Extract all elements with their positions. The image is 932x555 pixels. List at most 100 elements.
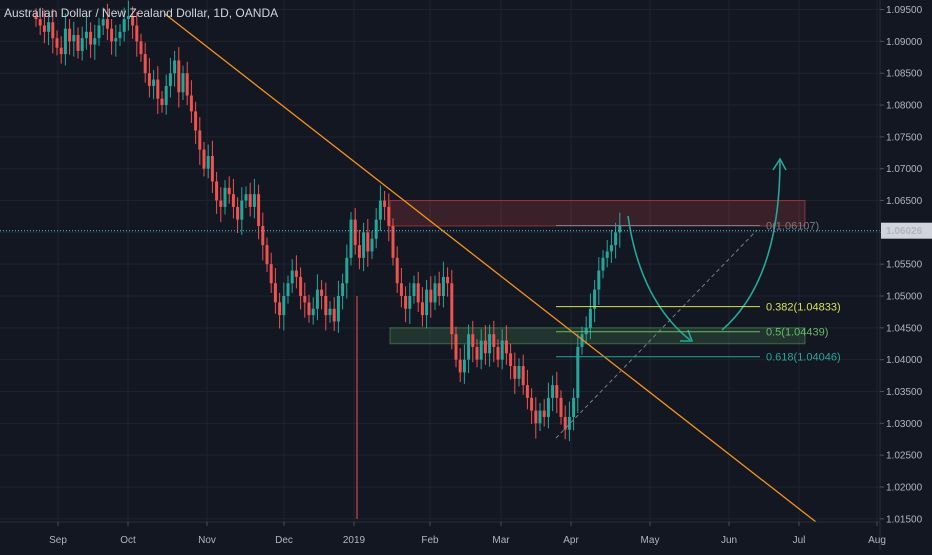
candle-body: [332, 308, 336, 322]
candle-body: [555, 385, 559, 398]
candle-body: [618, 225, 622, 233]
fib-level-label: 0.5(1.04439): [766, 327, 828, 339]
x-tick-label: May: [641, 535, 660, 546]
candle-body: [416, 283, 420, 303]
candle-body: [336, 296, 340, 322]
candle-body: [210, 155, 214, 182]
candle-body: [215, 181, 219, 201]
candle-body: [458, 359, 462, 373]
x-tick-label: Nov: [198, 535, 216, 546]
candle-body: [534, 410, 538, 424]
candle-body: [391, 225, 395, 258]
candle-body: [59, 47, 63, 55]
candle-body: [500, 340, 504, 360]
down-arrow-path: [627, 215, 691, 341]
candle-body: [509, 353, 513, 367]
x-tick-label: Apr: [563, 535, 579, 546]
candle-body: [605, 251, 609, 258]
candle-body: [551, 385, 555, 398]
candle-body: [202, 149, 206, 169]
candle-body: [475, 346, 479, 360]
candle-body: [597, 270, 601, 290]
candle-body: [462, 359, 466, 373]
candle-body: [97, 25, 101, 39]
candle-body: [446, 276, 450, 284]
x-tick-label: Dec: [275, 535, 293, 546]
candle-body: [143, 54, 147, 74]
x-tick-label: 2019: [343, 535, 366, 546]
candle-body: [404, 296, 408, 309]
candle-body: [588, 308, 592, 328]
candle-body: [341, 283, 345, 297]
candle-body: [387, 206, 391, 226]
candle-body: [609, 245, 613, 252]
candle-body: [126, 15, 130, 20]
candle-body: [576, 346, 580, 398]
candle-body: [349, 219, 353, 258]
candle-body: [72, 35, 76, 42]
candle-body: [601, 257, 605, 271]
candle-body: [84, 31, 88, 39]
candle-body: [546, 397, 550, 417]
candle-body: [160, 98, 164, 106]
candle-body: [189, 95, 193, 112]
candle-body: [357, 245, 361, 258]
candle-body: [135, 25, 139, 42]
candle-body: [227, 187, 231, 195]
candle-body: [471, 334, 475, 347]
y-tick-label: 1.04500: [886, 323, 923, 334]
resistance-zone: [389, 200, 806, 227]
candle-body: [517, 366, 521, 379]
candle-body: [572, 397, 576, 417]
candle-body: [525, 385, 529, 398]
candle-body: [530, 397, 534, 411]
candle-body: [257, 194, 261, 226]
candle-body: [521, 366, 525, 386]
candle-body: [315, 289, 319, 309]
time-axis[interactable]: Sep Oct Nov Dec 2019 Feb Mar Apr May Jun Jul Aug: [49, 522, 886, 546]
candle-body: [181, 73, 185, 93]
candle-body: [76, 35, 80, 51]
candle-body: [34, 15, 38, 20]
candle-body: [269, 264, 273, 284]
y-tick-label: 1.02000: [886, 482, 923, 493]
candle-body: [320, 289, 324, 297]
candle-body: [290, 270, 294, 284]
candle-body: [399, 283, 403, 297]
candle-body: [248, 194, 252, 207]
candle-body: [47, 22, 51, 32]
x-tick-label: Jul: [793, 535, 806, 546]
candle-body: [110, 28, 114, 42]
projection-dashed-line: [555, 229, 758, 439]
y-tick-label: 1.07500: [886, 132, 923, 143]
candle-body: [152, 79, 156, 86]
candle-body: [219, 200, 223, 207]
candle-body: [114, 38, 118, 42]
chart-title: Australian Dollar / New Zealand Dollar, …: [4, 6, 278, 20]
price-axis[interactable]: 1.09500 1.09000 1.08500 1.08000 1.07500 1.070…: [880, 5, 932, 525]
x-tick-label: Oct: [120, 535, 136, 546]
candle-body: [198, 130, 202, 150]
candle-body: [89, 31, 93, 45]
candle-body: [559, 397, 563, 417]
candle-body: [362, 232, 366, 258]
grid-layer: [0, 0, 880, 522]
candle-body: [483, 340, 487, 354]
candle-body: [93, 38, 97, 45]
candle-body: [567, 416, 571, 430]
candle-body: [328, 308, 332, 316]
candle-body: [131, 15, 135, 26]
candle-body: [273, 283, 277, 303]
candle-body: [593, 289, 597, 309]
candle-body: [185, 73, 189, 96]
y-tick-label: 1.04000: [886, 355, 923, 366]
candle-body: [168, 73, 172, 86]
candle-body: [496, 346, 500, 360]
candle-body: [122, 19, 126, 32]
candle-body: [408, 296, 412, 309]
candle-body: [488, 334, 492, 354]
candle-body: [433, 283, 437, 303]
candle-body: [584, 327, 588, 335]
